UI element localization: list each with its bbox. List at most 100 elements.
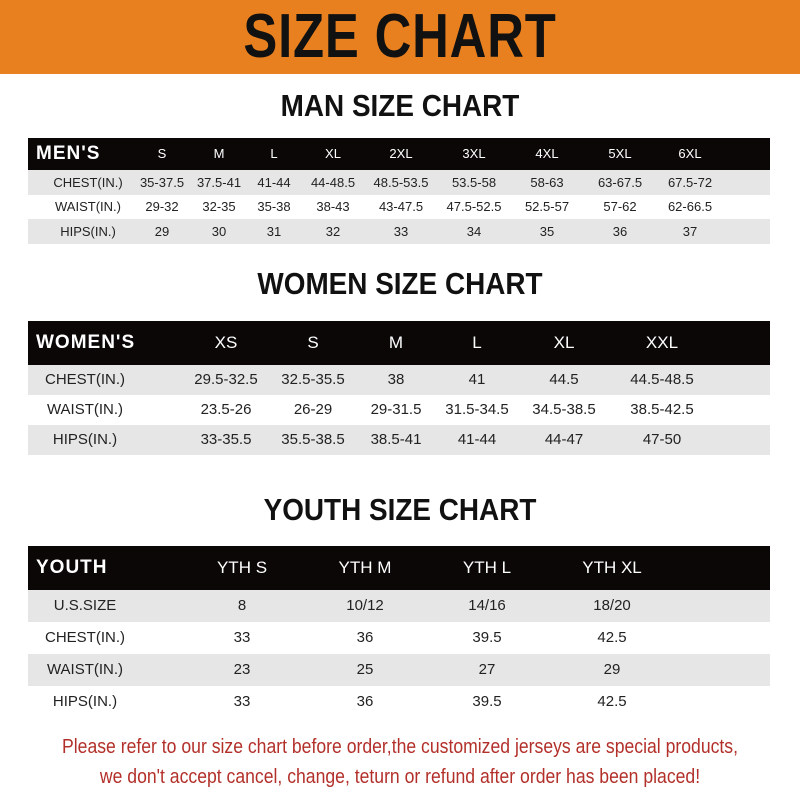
measurement-cell: 38-43	[316, 199, 350, 214]
measurement-cell: 31.5-34.5	[445, 401, 509, 418]
measurement-label: CHEST(IN.)	[45, 629, 125, 646]
measurement-cell: 35-37.5	[139, 175, 185, 190]
measurement-cell: 35-38	[257, 199, 291, 214]
table-label: WOMEN'S	[36, 332, 136, 353]
size-header-cell: M	[388, 333, 404, 352]
measurement-cell: 48.5-53.5	[373, 175, 429, 190]
measurement-cell: 29-31.5	[370, 401, 422, 418]
measurement-cell: 37.5-41	[196, 175, 242, 190]
measurement-cell: 10/12	[346, 597, 384, 614]
size-header-cell: YTH S	[216, 558, 268, 577]
order-notice-line-1: Please refer to our size chart before or…	[62, 736, 738, 758]
measurement-cell: 31	[266, 224, 282, 239]
measurement-cell: 43-47.5	[378, 199, 424, 214]
size-header-cell: S	[307, 333, 319, 352]
size-header-cell: YTH L	[462, 558, 512, 577]
measurement-cell: 39.5	[472, 629, 502, 646]
size-header-cell: YTH XL	[582, 558, 642, 577]
measurement-cell: 58-63	[530, 175, 564, 190]
measurement-cell: 35.5-38.5	[281, 431, 345, 448]
measurement-cell: 44.5-48.5	[630, 371, 694, 388]
measurement-cell: 41-44	[457, 431, 497, 448]
youth-section-title: YOUTH SIZE CHART	[263, 492, 537, 527]
table-row: WAIST(IN.) 29-32 32-35 35-38 38-43 43-47.5 47.…	[28, 195, 770, 219]
measurement-label: HIPS(IN.)	[52, 693, 118, 710]
measurement-cell: 34	[466, 224, 482, 239]
measurement-cell: 62-66.5	[667, 199, 713, 214]
measurement-cell: 38	[387, 371, 405, 388]
table-label: MEN'S	[36, 143, 101, 164]
measurement-cell: 41-44	[257, 175, 291, 190]
measurement-label: CHEST(IN.)	[53, 175, 123, 190]
women-section-title: WOMEN SIZE CHART	[257, 266, 543, 301]
men-section-title: MAN SIZE CHART	[280, 88, 520, 123]
measurement-cell: 8	[237, 597, 247, 614]
table-row: WAIST(IN.) 23.5-26 26-29 29-31.5 31.5-34.5 34…	[28, 395, 770, 425]
men-header-row: MEN'S S M L XL 2XL 3XL 4XL 5XL 6XL	[28, 138, 770, 170]
measurement-cell: 29	[154, 224, 170, 239]
measurement-cell: 63-67.5	[597, 175, 643, 190]
measurement-label: WAIST(IN.)	[55, 199, 121, 214]
measurement-cell: 38.5-41	[370, 431, 422, 448]
measurement-cell: 47.5-52.5	[446, 199, 502, 214]
measurement-cell: 42.5	[597, 693, 627, 710]
size-header-cell: 3XL	[462, 146, 486, 161]
measurement-cell: 53.5-58	[451, 175, 497, 190]
measurement-cell: 30	[211, 224, 227, 239]
size-header-cell: M	[213, 146, 225, 161]
measurement-label: WAIST(IN.)	[46, 401, 124, 418]
size-header-cell: S	[157, 146, 167, 161]
table-row: HIPS(IN.) 33-35.5 35.5-38.5 38.5-41 41-44 44-…	[28, 425, 770, 455]
measurement-cell: 47-50	[642, 431, 682, 448]
size-header-cell: XL	[325, 146, 341, 161]
women-header-row: WOMEN'S XS S M L XL XXL	[28, 321, 770, 365]
measurement-cell: 35	[539, 224, 555, 239]
table-row: U.S.SIZE 8 10/12 14/16 18/20	[28, 590, 770, 622]
measurement-cell: 34.5-38.5	[532, 401, 596, 418]
size-header-cell: XS	[214, 333, 238, 352]
measurement-cell: 33	[393, 224, 409, 239]
size-header-cell: 4XL	[535, 146, 559, 161]
measurement-cell: 32	[325, 224, 341, 239]
measurement-cell: 33-35.5	[200, 431, 252, 448]
size-header-cell: XXL	[645, 333, 679, 352]
measurement-cell: 52.5-57	[524, 199, 570, 214]
table-label: YOUTH	[36, 557, 108, 578]
measurement-cell: 23	[233, 661, 251, 678]
measurement-label: U.S.SIZE	[53, 597, 117, 614]
size-header-cell: YTH M	[338, 558, 392, 577]
measurement-cell: 23.5-26	[200, 401, 252, 418]
size-header-cell: L	[472, 333, 482, 352]
measurement-cell: 33	[233, 693, 251, 710]
measurement-cell: 44.5	[549, 371, 579, 388]
measurement-cell: 37	[682, 224, 698, 239]
banner-title: SIZE CHART	[243, 2, 557, 71]
measurement-cell: 38.5-42.5	[630, 401, 694, 418]
measurement-cell: 18/20	[593, 597, 631, 614]
measurement-cell: 41	[468, 371, 486, 388]
size-header-cell: 6XL	[678, 146, 702, 161]
table-row: CHEST(IN.) 33 36 39.5 42.5	[28, 622, 770, 654]
size-header-cell: XL	[553, 333, 575, 352]
size-header-cell: L	[270, 146, 278, 161]
size-header-cell: 2XL	[389, 146, 413, 161]
table-row: WAIST(IN.) 23 25 27 29	[28, 654, 770, 686]
measurement-label: WAIST(IN.)	[46, 661, 124, 678]
measurement-cell: 39.5	[472, 693, 502, 710]
measurement-cell: 57-62	[603, 199, 637, 214]
measurement-cell: 42.5	[597, 629, 627, 646]
youth-header-row: YOUTH YTH S YTH M YTH L YTH XL	[28, 546, 770, 590]
measurement-cell: 36	[356, 629, 374, 646]
measurement-cell: 29-32	[145, 199, 179, 214]
measurement-label: HIPS(IN.)	[52, 431, 118, 448]
measurement-cell: 33	[233, 629, 251, 646]
measurement-cell: 25	[356, 661, 374, 678]
measurement-label: CHEST(IN.)	[45, 371, 125, 388]
measurement-cell: 14/16	[468, 597, 506, 614]
measurement-cell: 29	[603, 661, 621, 678]
measurement-label: HIPS(IN.)	[60, 224, 116, 239]
measurement-cell: 27	[478, 661, 496, 678]
youth-size-table: YOUTH YTH S YTH M YTH L YTH XL U.S.SIZE 8 10/12…	[28, 546, 770, 718]
measurement-cell: 36	[356, 693, 374, 710]
table-row: CHEST(IN.) 35-37.5 37.5-41 41-44 44-48.5 48.5…	[28, 170, 770, 195]
